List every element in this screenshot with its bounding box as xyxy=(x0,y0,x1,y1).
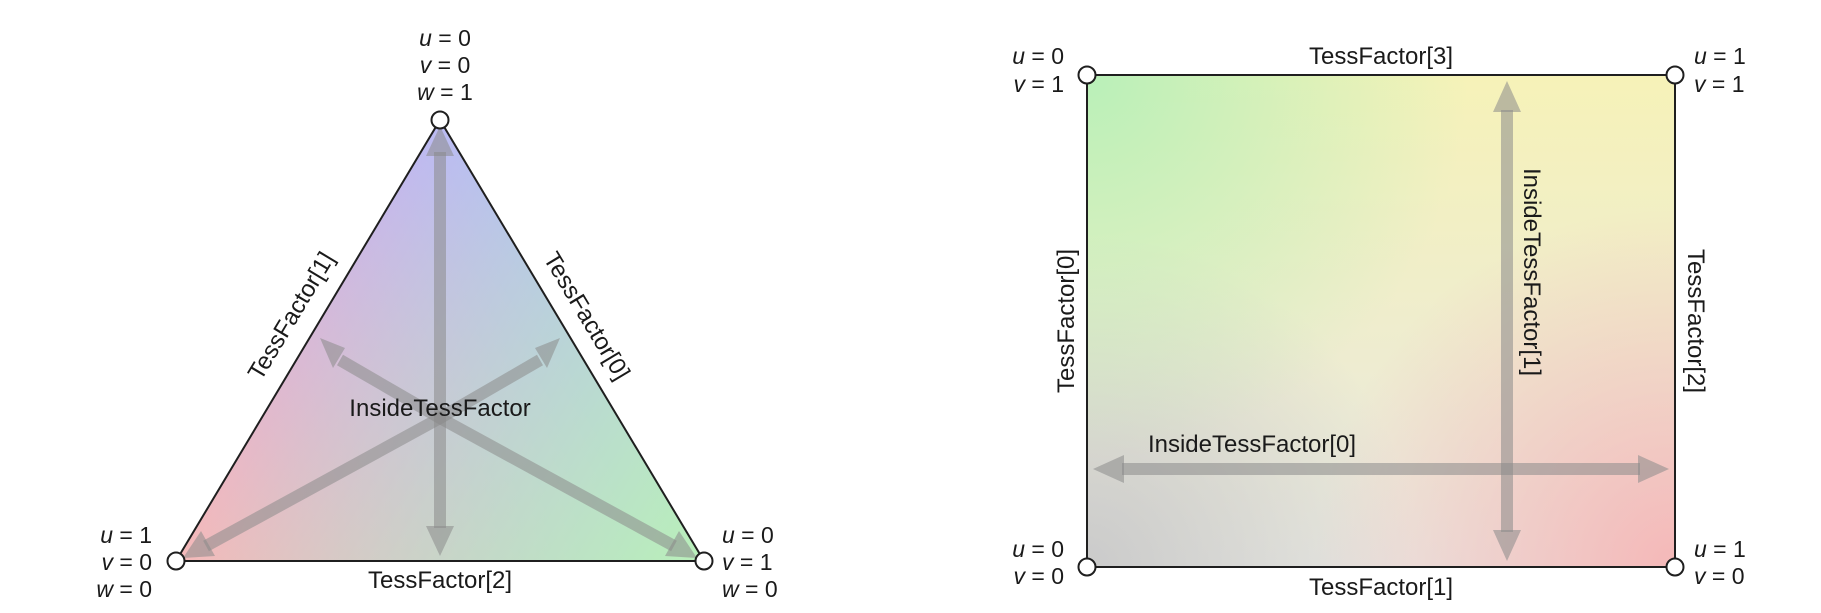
arrow-head-bottom-left xyxy=(183,531,215,558)
quad-edge-right-label: TessFactor[2] xyxy=(1682,249,1709,393)
quad-bottom-left-coords: u = 0 v = 0 xyxy=(1012,536,1064,589)
arrow-to-bottom-right xyxy=(437,412,677,552)
quad-edge-left-label: TessFactor[0] xyxy=(1053,249,1080,393)
quad-arrows xyxy=(1093,81,1669,561)
quad-edge-bottom-label: TessFactor[1] xyxy=(1309,574,1453,601)
coord-line: v = 0 xyxy=(1013,563,1064,589)
triangle-bottom-left-coords: u = 1 v = 0 w = 0 xyxy=(96,522,152,602)
arrow-head-inside-u-left xyxy=(1093,455,1124,483)
triangle-domain: u = 0 v = 0 w = 1 u = 1 v = 0 w = 0 u = … xyxy=(96,25,777,602)
coord-line: v = 0 xyxy=(420,52,471,78)
arrow-head-top xyxy=(426,126,454,156)
quad-edge-top-label: TessFactor[3] xyxy=(1309,43,1453,70)
coord-line: w = 0 xyxy=(96,576,152,602)
triangle-vertex-bottom-right xyxy=(694,551,714,571)
triangle-inside-label: InsideTessFactor xyxy=(349,395,530,422)
coord-line: u = 0 xyxy=(722,522,774,548)
coord-line: v = 0 xyxy=(101,549,152,575)
coord-line: v = 1 xyxy=(722,549,773,575)
coord-line: u = 1 xyxy=(1694,536,1746,562)
coord-line: u = 0 xyxy=(1012,43,1064,69)
coord-line: u = 0 xyxy=(1012,536,1064,562)
arrow-head-inside-v-bottom xyxy=(1493,530,1521,561)
coord-line: u = 1 xyxy=(100,522,152,548)
arrow-head-bottom xyxy=(426,526,454,556)
quad-inside-v-label: InsideTessFactor[1] xyxy=(1518,168,1545,376)
triangle-bottom-right-coords: u = 0 v = 1 w = 0 xyxy=(722,522,778,602)
quad-vertex-top-right xyxy=(1665,65,1685,85)
triangle-arrows xyxy=(183,126,697,558)
triangle-vertex-top xyxy=(430,110,450,130)
triangle-top-coords: u = 0 v = 0 w = 1 xyxy=(417,25,473,105)
quad-top-right-coords: u = 1 v = 1 xyxy=(1694,43,1746,97)
arrow-to-bottom-left xyxy=(203,412,443,552)
coord-line: v = 1 xyxy=(1694,71,1745,97)
coord-line: v = 1 xyxy=(1013,71,1064,97)
arrow-head-inside-v-top xyxy=(1493,81,1521,112)
arrow-head-inside-u-right xyxy=(1638,455,1669,483)
coord-line: v = 0 xyxy=(1694,563,1745,589)
quad-vertex-top-left xyxy=(1077,65,1097,85)
quad-top-left-coords: u = 0 v = 1 xyxy=(1012,43,1064,97)
quad-bottom-right-coords: u = 1 v = 0 xyxy=(1694,536,1746,589)
coord-line: u = 1 xyxy=(1694,43,1746,69)
arrow-head-left-edge xyxy=(320,338,345,368)
coord-line: w = 0 xyxy=(722,576,778,602)
quad-fill-red xyxy=(1087,75,1675,567)
arrow-head-right-edge xyxy=(535,338,560,368)
arrow-to-right-edge xyxy=(436,354,544,424)
arrow-head-bottom-right xyxy=(665,531,697,558)
triangle-edge-bottom-label: TessFactor[2] xyxy=(368,567,512,594)
quad-inside-u-label: InsideTessFactor[0] xyxy=(1148,431,1356,458)
quad-domain: u = 0 v = 1 u = 1 v = 1 u = 0 v = 0 u = … xyxy=(1012,43,1746,601)
quad-vertex-bottom-left xyxy=(1077,557,1097,577)
arrow-to-left-edge xyxy=(336,354,444,424)
triangle-vertex-bottom-left xyxy=(166,551,186,571)
quad-outline xyxy=(1086,74,1676,568)
triangle-outline xyxy=(174,118,706,562)
coord-line: w = 1 xyxy=(417,79,473,105)
coord-line: u = 0 xyxy=(419,25,471,51)
quad-vertex-bottom-right xyxy=(1665,557,1685,577)
